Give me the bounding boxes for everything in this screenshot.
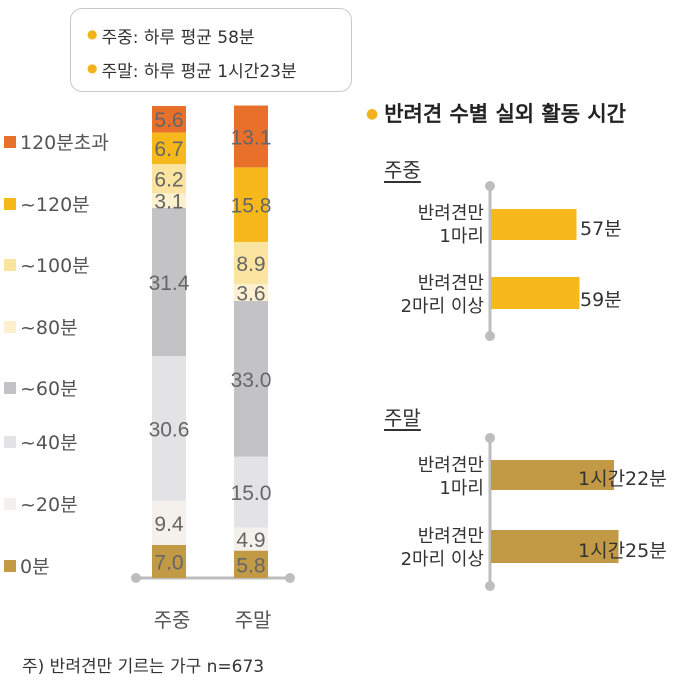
axis-endpoint [131,573,141,583]
x-label-weekend: 주말 [234,608,272,632]
legend-swatch [4,136,16,148]
legend-swatch [4,259,16,271]
legend-swatch [4,436,16,448]
legend-item: 0분 [4,552,50,579]
bar-label: 반려견만 1마리 [417,203,484,247]
axis-endpoint [285,573,295,583]
bar [491,209,577,240]
bar-value-label: 1시간22분 [578,468,667,490]
data-label: 31.4 [149,272,190,295]
legend-label: ~40분 [20,432,78,454]
legend-label: ~80분 [20,317,78,339]
axis-endpoint [485,433,495,443]
bar [491,530,619,563]
summary-box: ● 주중: 하루 평균 58분 ● 주말: 하루 평균 1시간23분 [70,8,352,92]
bullet-icon: ● [366,106,379,122]
data-label: 5.8 [236,554,265,577]
bullet-icon: ● [87,27,98,41]
legend-label: 0분 [20,556,50,578]
axis-endpoint [485,181,495,191]
bar-segment [234,550,268,578]
legend-item: ~80분 [4,313,78,340]
data-label: 7.0 [154,551,183,574]
data-label: 3.1 [154,191,183,214]
bar-segment [152,106,186,133]
weekend-summary: ● 주말: 하루 평균 1시간23분 [87,61,297,82]
legend-item: ~100분 [4,251,90,278]
bar-segment [152,193,186,208]
legend-label: ~20분 [20,494,78,516]
footnote: 주) 반려견만 기르는 가구 n=673 [22,657,265,677]
legend-item: 120분초과 [4,128,109,155]
bar-value-label: 59분 [580,289,622,311]
bullet-icon: ● [87,61,98,75]
data-label: 33.0 [231,369,272,392]
data-label: 30.6 [149,418,190,441]
legend-item: ~20분 [4,490,78,517]
bar-segment [234,300,268,457]
section-title-weekday: 주중 [384,158,421,182]
data-label: 15.8 [231,195,272,218]
legend-item: ~40분 [4,428,78,455]
legend-item: ~120분 [4,190,90,217]
bar-value-label: 57분 [580,218,622,240]
right-chart-title: ● 반려견 수별 실외 활동 시간 [366,102,626,126]
data-label: 6.2 [154,169,183,192]
legend-swatch [4,560,16,572]
bar-segment [234,105,268,168]
bar-segment [152,500,186,545]
legend-label: 120분초과 [20,132,109,154]
data-label: 8.9 [236,253,265,276]
bar-label: 반려견만 2마리 이상 [400,273,484,317]
bar-segment [152,544,186,578]
bar-segment [152,164,186,194]
legend-swatch [4,382,16,394]
data-label: 3.6 [236,282,265,305]
bar-segment [234,283,268,301]
legend-item: ~60분 [4,374,78,401]
bar-segment [152,132,186,165]
bar-value-label: 1시간25분 [578,540,667,562]
section-title-weekend: 주말 [384,406,421,430]
bar [491,277,580,309]
legend-swatch [4,498,16,510]
axis-endpoint [485,581,495,591]
x-label-weekday: 주중 [153,608,191,632]
axis-endpoint [485,331,495,341]
data-label: 13.1 [231,126,272,149]
bar-segment [234,456,268,528]
legend-swatch [4,198,16,210]
legend-label: ~60분 [20,378,78,400]
bar-label: 반려견만 2마리 이상 [400,526,484,570]
bar-label: 반려견만 1마리 [417,455,484,499]
legend-label: ~100분 [20,255,90,277]
bar-segment [152,356,186,501]
legend-label: ~120분 [20,194,90,216]
bar-segment [234,241,268,284]
data-label: 15.0 [231,482,272,505]
bar-segment [152,207,186,357]
bar [491,460,614,490]
bar-segment [234,527,268,551]
data-label: 5.6 [154,109,183,132]
bar-segment [234,167,268,242]
weekday-summary: ● 주중: 하루 평균 58분 [87,27,255,48]
data-label: 4.9 [236,529,265,552]
data-label: 6.7 [154,138,183,161]
legend-swatch [4,321,16,333]
data-label: 9.4 [154,513,184,536]
